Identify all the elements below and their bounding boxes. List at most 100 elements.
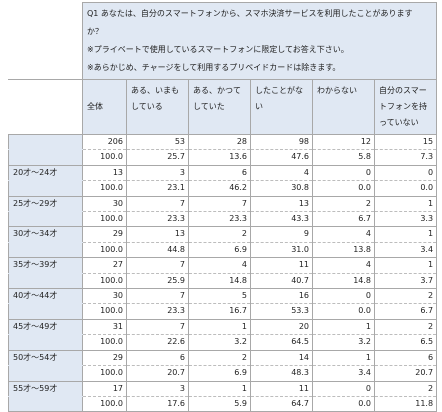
count-cell: 2 xyxy=(312,195,375,213)
count-cell: 7 xyxy=(126,257,189,274)
table-row-percent: 100.0 44.8 6.9 31.0 13.8 3.4 xyxy=(8,241,438,259)
count-cell: 7 xyxy=(126,195,189,213)
question-row: Q1 あなたは、自分のスマートフォンから、スマホ決済サービスを利用したことがあり… xyxy=(8,2,438,80)
count-cell: 30 xyxy=(82,288,127,305)
table-row-count: 55才～59才 17 3 1 11 0 2 xyxy=(8,380,438,397)
percent-cell: 16.7 xyxy=(188,303,251,320)
percent-cell: 48.3 xyxy=(250,365,313,382)
row-label: 50才～54才 xyxy=(8,349,83,367)
percent-cell: 100.0 xyxy=(82,180,127,197)
table-row-percent: 100.0 23.3 16.7 53.3 0.0 6.7 xyxy=(8,303,438,320)
count-cell: 5 xyxy=(188,288,251,305)
header-used-before: ある、かつてしていた xyxy=(188,79,251,135)
count-cell: 6 xyxy=(126,349,189,367)
row-label: 45才～49才 xyxy=(8,318,83,336)
count-cell: 30 xyxy=(82,195,127,213)
header-never-used: したことがない xyxy=(250,79,313,135)
count-cell: 7 xyxy=(188,195,251,213)
percent-cell: 100.0 xyxy=(82,149,127,166)
question-text: Q1 あなたは、自分のスマートフォンから、スマホ決済サービスを利用したことがあり… xyxy=(87,9,413,18)
count-cell: 29 xyxy=(82,226,127,243)
table-row-percent: 100.0 23.1 46.2 30.8 0.0 0.0 xyxy=(8,180,438,197)
count-cell: 0 xyxy=(312,288,375,305)
row-label-blank xyxy=(8,334,83,351)
table-row-percent: 100.0 22.6 3.2 64.5 3.2 6.5 xyxy=(8,334,438,351)
count-cell: 1 xyxy=(312,349,375,367)
row-label: 25才～29才 xyxy=(8,195,83,213)
percent-cell: 47.6 xyxy=(250,149,313,166)
percent-cell: 6.7 xyxy=(373,303,438,320)
count-cell: 2 xyxy=(188,349,251,367)
count-cell: 3 xyxy=(126,380,189,397)
count-cell: 31 xyxy=(82,318,127,336)
row-label: 20才～24才 xyxy=(8,164,83,182)
survey-crosstab-table: Q1 あなたは、自分のスマートフォンから、スマホ決済サービスを利用したことがあり… xyxy=(8,2,438,412)
header-row: 全体 ある、いまもしている ある、かつてしていた したことがない わからない 自… xyxy=(8,79,438,135)
percent-cell: 3.2 xyxy=(312,334,375,351)
row-label: 35才～39才 xyxy=(8,257,83,274)
percent-cell: 3.4 xyxy=(373,241,438,259)
count-cell: 29 xyxy=(82,349,127,367)
count-cell: 0 xyxy=(373,164,438,182)
count-cell: 1 xyxy=(188,318,251,336)
count-cell: 1 xyxy=(373,195,438,213)
count-cell: 4 xyxy=(250,164,313,182)
count-cell: 16 xyxy=(250,288,313,305)
table-row-percent: 100.0 20.7 6.9 48.3 3.4 20.7 xyxy=(8,365,438,382)
corner-blank-2 xyxy=(8,79,83,135)
row-label: 55才～59才 xyxy=(8,380,83,397)
count-cell: 2 xyxy=(373,288,438,305)
percent-cell: 6.7 xyxy=(312,211,375,228)
row-label-blank xyxy=(8,365,83,382)
percent-cell: 100.0 xyxy=(82,395,127,412)
header-using-now: ある、いまもしている xyxy=(126,79,189,135)
percent-cell: 23.3 xyxy=(126,303,189,320)
table-row-count: 30才～34才 29 13 2 9 4 1 xyxy=(8,226,438,243)
count-cell: 1 xyxy=(188,380,251,397)
table-row-count: 50才～54才 29 6 2 14 1 6 xyxy=(8,349,438,367)
percent-cell: 0.0 xyxy=(312,303,375,320)
count-cell: 13 xyxy=(82,164,127,182)
percent-cell: 13.6 xyxy=(188,149,251,166)
survey-table-container: Q1 あなたは、自分のスマートフォンから、スマホ決済サービスを利用したことがあり… xyxy=(8,2,438,412)
count-cell: 1 xyxy=(373,226,438,243)
percent-cell: 0.0 xyxy=(373,180,438,197)
count-cell: 7 xyxy=(126,288,189,305)
count-cell: 15 xyxy=(373,133,438,151)
count-cell: 2 xyxy=(373,380,438,397)
count-cell: 3 xyxy=(126,164,189,182)
row-label xyxy=(8,133,83,151)
table-row-percent: 100.0 25.9 14.8 40.7 14.8 3.7 xyxy=(8,272,438,290)
table-row-count: 40才～44才 30 7 5 16 0 2 xyxy=(8,288,438,305)
percent-cell: 23.3 xyxy=(188,211,251,228)
count-cell: 14 xyxy=(250,349,313,367)
table-row-percent: 100.0 25.7 13.6 47.6 5.8 7.3 xyxy=(8,149,438,166)
percent-cell: 3.7 xyxy=(373,272,438,290)
percent-cell: 7.3 xyxy=(373,149,438,166)
percent-cell: 14.8 xyxy=(312,272,375,290)
row-label: 30才～34才 xyxy=(8,226,83,243)
percent-cell: 13.8 xyxy=(312,241,375,259)
count-cell: 27 xyxy=(82,257,127,274)
count-cell: 17 xyxy=(82,380,127,397)
table-row-count: 35才～39才 27 7 4 11 4 1 xyxy=(8,257,438,274)
percent-cell: 100.0 xyxy=(82,365,127,382)
count-cell: 12 xyxy=(312,133,375,151)
question-text-cont: か？ xyxy=(87,27,103,36)
table-row-count: 206 53 28 98 12 15 xyxy=(8,133,438,151)
percent-cell: 22.6 xyxy=(126,334,189,351)
count-cell: 0 xyxy=(312,164,375,182)
count-cell: 7 xyxy=(126,318,189,336)
count-cell: 6 xyxy=(373,349,438,367)
count-cell: 0 xyxy=(312,380,375,397)
percent-cell: 6.9 xyxy=(188,241,251,259)
count-cell: 9 xyxy=(250,226,313,243)
row-label: 40才～44才 xyxy=(8,288,83,305)
percent-cell: 5.8 xyxy=(312,149,375,166)
percent-cell: 23.1 xyxy=(126,180,189,197)
count-cell: 4 xyxy=(312,257,375,274)
percent-cell: 53.3 xyxy=(250,303,313,320)
percent-cell: 0.0 xyxy=(312,180,375,197)
count-cell: 11 xyxy=(250,257,313,274)
row-label-blank xyxy=(8,149,83,166)
